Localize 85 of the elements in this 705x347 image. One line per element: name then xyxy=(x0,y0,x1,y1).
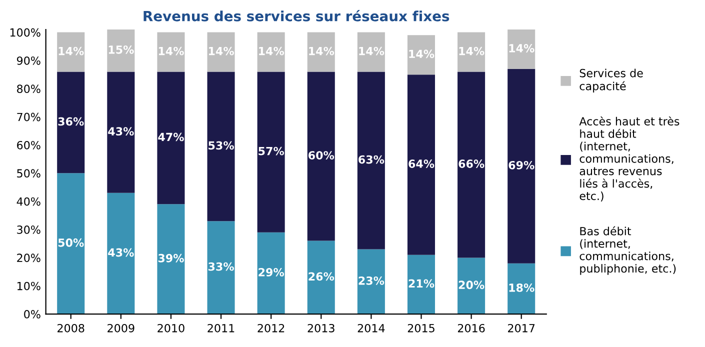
bar xyxy=(157,32,185,72)
bar xyxy=(508,29,536,69)
bar xyxy=(257,32,285,72)
y-tick-label: 50% xyxy=(17,169,40,178)
data-label: 39% xyxy=(158,254,184,262)
data-label: 14% xyxy=(359,46,384,56)
data-label: 14% xyxy=(208,46,234,56)
data-label: 14% xyxy=(509,44,534,52)
bar xyxy=(107,72,135,193)
bar xyxy=(207,72,235,222)
y-tick-label: 20% xyxy=(17,254,40,262)
data-label: 36% xyxy=(58,117,84,126)
data-label: 21% xyxy=(408,279,434,288)
data-label: 26% xyxy=(308,272,334,281)
x-tick-label: 2015 xyxy=(408,324,434,332)
data-label: 18% xyxy=(509,284,534,292)
data-label: 15% xyxy=(108,45,134,54)
bar xyxy=(357,32,385,72)
data-label: 53% xyxy=(208,141,234,150)
bar xyxy=(207,32,235,72)
y-tick-label: 80% xyxy=(17,84,40,94)
y-tick-label: 30% xyxy=(17,225,40,234)
legend-label: Services de capacité xyxy=(580,68,643,92)
y-tick-label: 0% xyxy=(24,310,40,318)
data-label: 43% xyxy=(108,127,134,136)
x-tick-label: 2008 xyxy=(58,324,84,332)
bar xyxy=(307,72,335,241)
x-tick-label: 2016 xyxy=(458,324,485,332)
y-tick-label: 60% xyxy=(17,140,40,150)
x-tick-label: 2014 xyxy=(358,324,385,332)
y-tick-label: 40% xyxy=(16,197,40,206)
data-label: 14% xyxy=(459,46,484,56)
bar xyxy=(107,29,135,72)
data-label: 50% xyxy=(58,238,84,247)
x-tick-label: 2010 xyxy=(158,324,184,332)
bar xyxy=(257,72,285,232)
data-label: 14% xyxy=(158,46,184,56)
legend-label: Bas débit (internet, communications, publiphonie, etc.) xyxy=(580,226,676,275)
data-label: 47% xyxy=(158,132,184,142)
bar xyxy=(57,72,85,174)
bar xyxy=(458,72,486,258)
legend-label: Accès haut et très haut débit (internet, communications, autres revenus liés à l'accès, etc.) xyxy=(579,116,680,202)
bar xyxy=(508,263,536,314)
y-tick-label: 70% xyxy=(17,112,40,122)
bar xyxy=(407,74,436,255)
bar xyxy=(307,32,335,72)
y-tick-label: 10% xyxy=(17,282,40,290)
bar xyxy=(357,72,385,250)
data-label: 20% xyxy=(458,280,484,290)
data-label: 14% xyxy=(259,46,284,56)
x-tick-label: 2017 xyxy=(508,324,535,332)
data-label: 14% xyxy=(58,46,84,56)
bar xyxy=(307,240,335,314)
bar xyxy=(357,249,385,314)
data-label: 29% xyxy=(258,268,284,276)
data-label: 66% xyxy=(458,160,484,168)
data-label: 33% xyxy=(208,262,234,271)
data-label: 14% xyxy=(309,46,334,56)
data-label: 57% xyxy=(258,146,284,156)
x-tick-label: 2013 xyxy=(308,324,334,332)
data-label: 69% xyxy=(508,160,534,170)
y-tick-label: 100% xyxy=(10,28,40,37)
chart-title: Revenus des services sur réseaux fixes xyxy=(144,10,450,22)
data-label: 63% xyxy=(358,155,384,164)
bar xyxy=(257,232,285,314)
x-tick-label: 2012 xyxy=(258,324,284,332)
bar xyxy=(407,35,436,75)
data-label: 60% xyxy=(308,151,334,160)
bar xyxy=(508,68,536,264)
bar xyxy=(207,221,235,314)
x-tick-label: 2009 xyxy=(108,324,134,332)
data-label: 43% xyxy=(108,248,134,257)
bar xyxy=(458,258,486,314)
bar xyxy=(157,72,185,204)
data-label: 23% xyxy=(358,276,384,285)
bar xyxy=(57,32,85,72)
bar xyxy=(458,32,486,72)
x-tick-label: 2011 xyxy=(208,324,234,332)
bar xyxy=(57,173,85,314)
bar xyxy=(407,254,436,314)
data-label: 14% xyxy=(409,50,434,58)
y-tick-label: 90% xyxy=(16,56,40,65)
bar xyxy=(107,192,135,314)
data-label: 64% xyxy=(408,160,434,168)
bar xyxy=(157,204,185,314)
